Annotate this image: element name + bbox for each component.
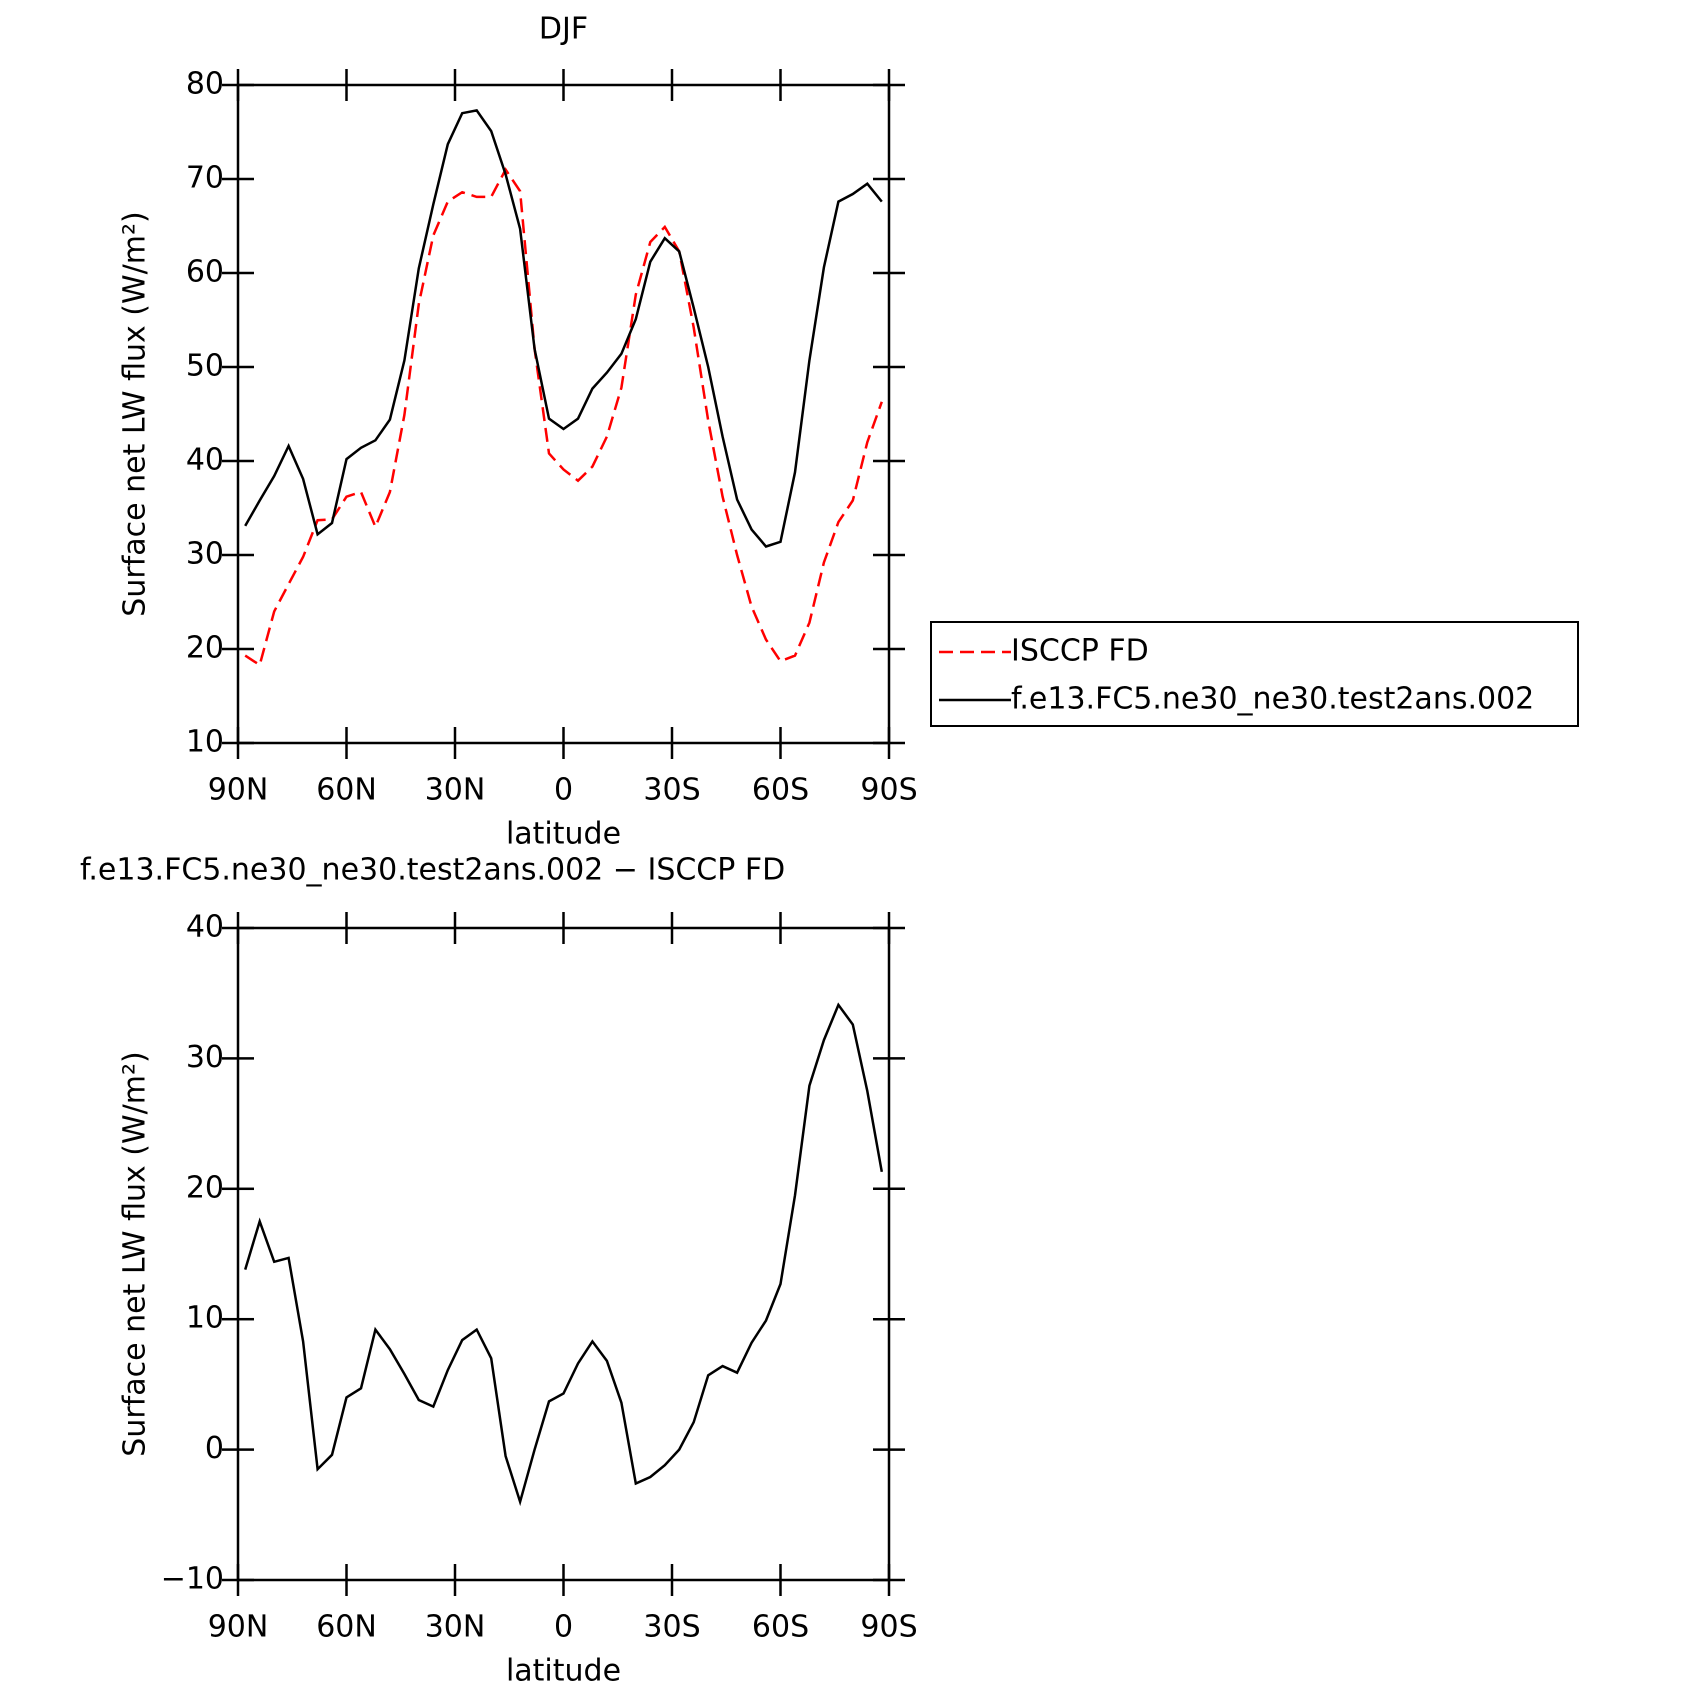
legend-label: f.e13.FC5.ne30_ne30.test2ans.002	[1011, 682, 1534, 717]
y-tick-label: 80	[186, 67, 224, 102]
legend-label: ISCCP FD	[1011, 634, 1149, 669]
y-axis-label: Surface net LW flux (W/m²)	[118, 211, 153, 616]
y-tick-label: 30	[186, 537, 224, 572]
y-tick-label: −10	[161, 1562, 224, 1597]
series-line	[244, 109, 883, 548]
y-tick-label: 20	[186, 1170, 224, 1205]
y-tick-label: 0	[205, 1431, 224, 1466]
series-line	[244, 1002, 884, 1507]
x-tick-label: 60N	[316, 1610, 377, 1645]
y-tick-label: 10	[186, 1301, 224, 1336]
x-tick-label: 90N	[208, 773, 269, 808]
y-tick-label: 60	[186, 255, 224, 290]
x-axis-label: latitude	[506, 1654, 621, 1689]
x-tick-label: 90S	[860, 773, 917, 808]
x-tick-label: 30S	[643, 773, 700, 808]
legend-box	[930, 621, 1579, 727]
y-axis-label: Surface net LW flux (W/m²)	[118, 1051, 153, 1456]
x-tick-label: 90N	[208, 1610, 269, 1645]
x-tick-label: 0	[554, 1610, 573, 1645]
x-tick-label: 60S	[752, 1610, 809, 1645]
x-tick-label: 60S	[752, 773, 809, 808]
chart-title: DJF	[539, 12, 588, 47]
x-tick-label: 90S	[860, 1610, 917, 1645]
plot-frame	[236, 83, 891, 745]
y-tick-label: 30	[186, 1040, 224, 1075]
plot-frame	[236, 926, 891, 1582]
x-tick-label: 30S	[643, 1610, 700, 1645]
y-tick-label: 40	[186, 910, 224, 945]
x-tick-label: 30N	[425, 773, 486, 808]
x-tick-label: 0	[554, 773, 573, 808]
chart-title: f.e13.FC5.ne30_ne30.test2ans.002 − ISCCP…	[80, 853, 785, 888]
y-tick-label: 40	[186, 443, 224, 478]
y-tick-label: 10	[186, 725, 224, 760]
x-axis-label: latitude	[506, 817, 621, 852]
y-tick-label: 50	[186, 349, 224, 384]
series-line	[244, 167, 883, 667]
x-tick-label: 30N	[425, 1610, 486, 1645]
y-tick-label: 20	[186, 631, 224, 666]
x-tick-label: 60N	[316, 773, 377, 808]
y-tick-label: 70	[186, 161, 224, 196]
